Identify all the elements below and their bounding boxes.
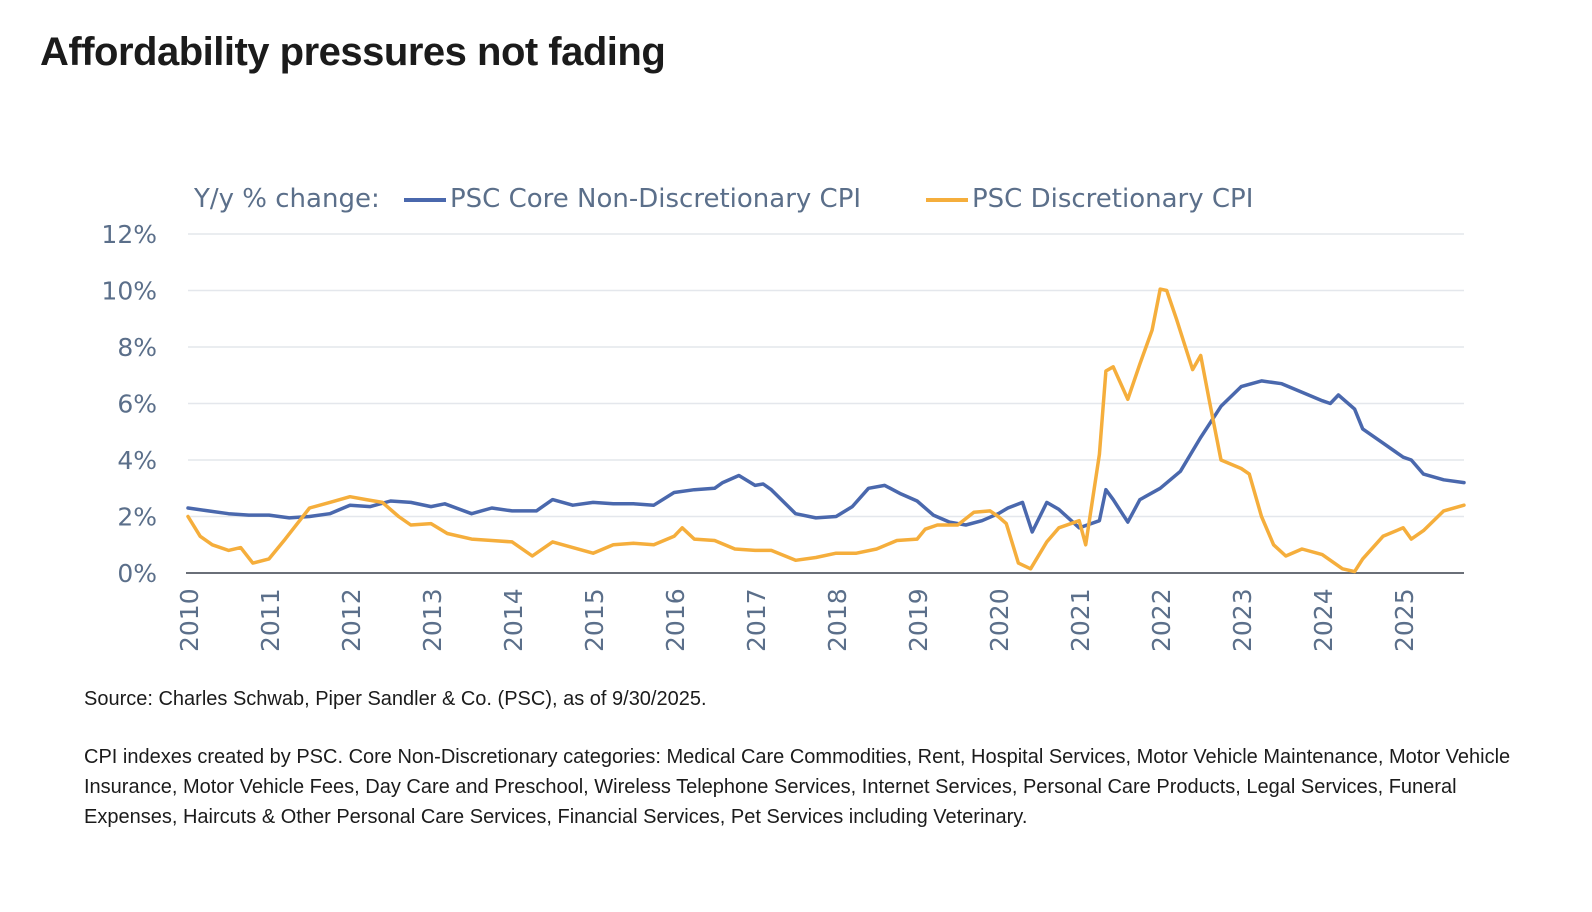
legend: Y/y % change: PSC Core Non-Discretionary …	[193, 184, 1253, 214]
source-note: Source: Charles Schwab, Piper Sandler & …	[84, 688, 707, 710]
x-tick-label: 2014	[499, 588, 528, 652]
x-tick-label: 2012	[337, 588, 366, 652]
x-tick-label: 2023	[1228, 588, 1257, 652]
footnote: CPI indexes created by PSC. Core Non-Dis…	[84, 746, 1511, 828]
line-chart: 0% 2% 4% 6% 8% 10% 12% 2010 2011 2012 2013 2014 2015…	[101, 184, 1466, 652]
x-tick-label: 2018	[823, 588, 852, 652]
x-tick-label: 2022	[1147, 588, 1176, 652]
series-line-discretionary	[186, 287, 1466, 574]
x-tick-label: 2016	[661, 588, 690, 652]
y-tick-label: 2%	[117, 503, 157, 532]
x-tick-label: 2010	[175, 588, 204, 652]
x-tick-label: 2024	[1309, 588, 1338, 652]
y-tick-label: 6%	[117, 390, 157, 419]
legend-label-discretionary: PSC Discretionary CPI	[972, 184, 1253, 214]
y-tick-label: 4%	[117, 446, 157, 475]
legend-label-core: PSC Core Non-Discretionary CPI	[450, 184, 861, 214]
x-tick-label: 2011	[256, 588, 285, 652]
x-tick-label: 2017	[742, 588, 771, 652]
y-tick-label: 12%	[101, 220, 157, 249]
series-lines	[186, 287, 1466, 574]
x-tick-label: 2013	[418, 588, 447, 652]
y-tick-label: 0%	[117, 559, 157, 588]
page-title: Affordability pressures not fading	[40, 30, 666, 74]
x-tick-label: 2020	[985, 588, 1014, 652]
x-tick-label: 2025	[1390, 588, 1419, 652]
gridlines	[188, 233, 1464, 518]
axes: 0% 2% 4% 6% 8% 10% 12% 2010 2011 2012 2013 2014 2015…	[101, 220, 1464, 652]
x-tick-label: 2019	[904, 588, 933, 652]
series-line-core-non-discretionary	[186, 379, 1466, 534]
x-tick-label: 2015	[580, 588, 609, 652]
legend-prefix: Y/y % change:	[193, 184, 380, 214]
y-tick-label: 8%	[117, 333, 157, 362]
x-tick-label: 2021	[1066, 588, 1095, 652]
y-tick-label: 10%	[101, 277, 157, 306]
